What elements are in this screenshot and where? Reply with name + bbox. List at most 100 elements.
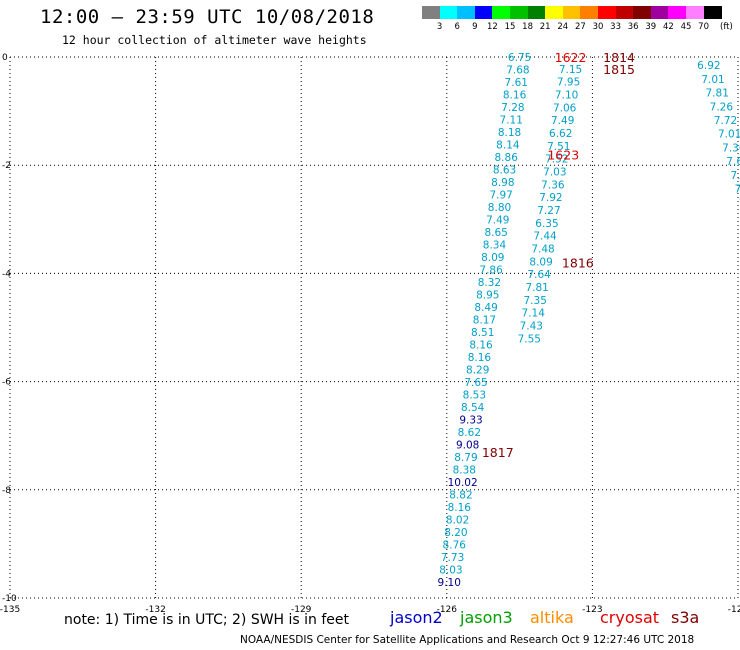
wave-height-label: 8.76	[443, 539, 467, 551]
wave-height-label: 8.16	[448, 502, 472, 514]
colorbar-label: 24	[557, 22, 569, 32]
wave-height-label: 7.86	[479, 264, 503, 276]
wave-height-label: 8.38	[453, 464, 476, 476]
wave-height-label: 7.36	[541, 179, 565, 191]
time-label: 1814	[603, 50, 635, 65]
wave-height-label: 7.97	[489, 189, 512, 201]
wave-height-label: 7.72	[714, 115, 737, 127]
colorbar-label: 70	[698, 22, 710, 32]
wave-height-label: 8.14	[496, 139, 520, 151]
x-tick-label: -126	[437, 605, 458, 615]
colorbar-label: 36	[627, 22, 639, 32]
wave-height-label: 7.48	[531, 244, 554, 256]
wave-height-label: 9.08	[456, 439, 479, 451]
colorbar-cell	[668, 6, 687, 19]
colorbar-cell	[580, 6, 599, 19]
colorbar-label: 12	[486, 22, 498, 32]
x-tick-label: -129	[291, 605, 312, 615]
time-label: 1623	[547, 147, 579, 162]
wave-height-label: 8.82	[449, 489, 472, 501]
wave-height-label: 7.81	[525, 282, 548, 294]
wave-height-label: 7.01	[701, 74, 724, 86]
wave-height-label: 6.75	[508, 52, 531, 64]
wave-height-label: 8.80	[488, 202, 511, 214]
colorbar-cell	[474, 6, 493, 19]
wave-height-label: 6.35	[535, 218, 558, 230]
x-tick-label: -123	[582, 605, 602, 615]
wave-height-label: 8.62	[458, 427, 481, 439]
wave-height-label: 8.20	[444, 527, 467, 539]
colorbar-label: 6	[454, 22, 460, 32]
wave-height-label: 7.64	[726, 156, 740, 168]
colorbar-cell	[703, 6, 722, 19]
y-tick-label: -10	[2, 594, 17, 604]
wave-height-label: 8.17	[473, 314, 496, 326]
colorbar-label: 27	[574, 22, 586, 32]
wave-height-label: 8.98	[491, 177, 514, 189]
wave-height-label: 8.16	[469, 339, 493, 351]
wave-height-label: 7.44	[533, 231, 557, 243]
chart-subtitle: 12 hour collection of altimeter wave hei…	[62, 33, 367, 47]
colorbar-cell	[598, 6, 617, 19]
colorbar-label: 15	[504, 22, 516, 32]
colorbar-cell	[615, 6, 634, 19]
wave-height-label: 8.95	[476, 289, 499, 301]
legend-cryosat: cryosat	[600, 608, 660, 627]
wave-height-label: 7.15	[559, 64, 582, 76]
wave-height-label: 10.02	[448, 477, 478, 489]
wave-height-label: 7.26	[710, 101, 734, 113]
y-tick-label: 0	[2, 53, 8, 63]
wave-height-label: 9.10	[438, 577, 461, 589]
y-tick-label: -2	[2, 161, 11, 171]
colorbar-label: 45	[680, 22, 692, 32]
legend-s3a: s3a	[671, 608, 700, 627]
legend-jason2: jason2	[390, 608, 443, 627]
wave-height-label: 8.09	[481, 252, 504, 264]
wave-height-label: 8.65	[484, 227, 507, 239]
wave-height-label: 8.03	[439, 564, 462, 576]
time-label: 1817	[482, 445, 514, 460]
chart-title: 12:00 — 23:59 UTC 10/08/2018	[40, 6, 375, 28]
wave-height-label: 7.81	[706, 88, 729, 100]
colorbar-label: 33	[610, 22, 622, 32]
y-tick-label: -4	[2, 269, 11, 279]
time-label: 1816	[562, 256, 594, 271]
x-tick-label: -132	[145, 605, 165, 615]
colorbar-cell	[686, 6, 705, 19]
wave-height-label: 7.49	[551, 115, 574, 127]
wave-height-label: 7.36	[722, 142, 740, 154]
wave-height-label: 8.51	[471, 327, 494, 339]
wave-height-label: 8.18	[498, 127, 521, 139]
colorbar-label: 30	[592, 22, 604, 32]
wave-height-label: 7.01	[718, 129, 740, 141]
wave-height-label: 7.55	[518, 333, 541, 345]
wave-height-label: 7.95	[557, 77, 580, 89]
colorbar-cell	[422, 6, 441, 19]
wave-height-label: 8.53	[463, 389, 486, 401]
wave-height-label: 7.63	[735, 184, 740, 196]
wave-height-label: 7.61	[505, 77, 528, 89]
wave-height-label: 8.32	[478, 277, 501, 289]
wave-height-label: 7.06	[553, 102, 577, 114]
footer-credit: NOAA/NESDIS Center for Satellite Applica…	[240, 634, 695, 646]
wave-height-label: 7.11	[500, 114, 523, 126]
colorbar-cell	[633, 6, 652, 19]
wave-height-label: 7.68	[506, 64, 529, 76]
x-tick-label: -135	[0, 605, 20, 615]
colorbar-cell	[527, 6, 546, 19]
colorbar-cell	[457, 6, 476, 19]
time-label: 1622	[555, 50, 587, 65]
colorbar-unit: (ft)	[720, 22, 733, 32]
wave-height-label: 8.54	[461, 402, 485, 414]
colorbar-cell	[492, 6, 511, 19]
wave-height-label: 8.86	[495, 152, 519, 164]
time-label: 1815	[603, 62, 635, 77]
colorbar-label: 3	[436, 22, 443, 32]
wave-height-label: 7.51	[547, 141, 570, 153]
wave-height-label: 8.09	[529, 256, 552, 268]
colorbar-cell	[439, 6, 458, 19]
wave-height-label: 7.28	[501, 102, 524, 114]
y-tick-label: -8	[2, 486, 11, 496]
wave-height-label: 8.79	[454, 452, 477, 464]
